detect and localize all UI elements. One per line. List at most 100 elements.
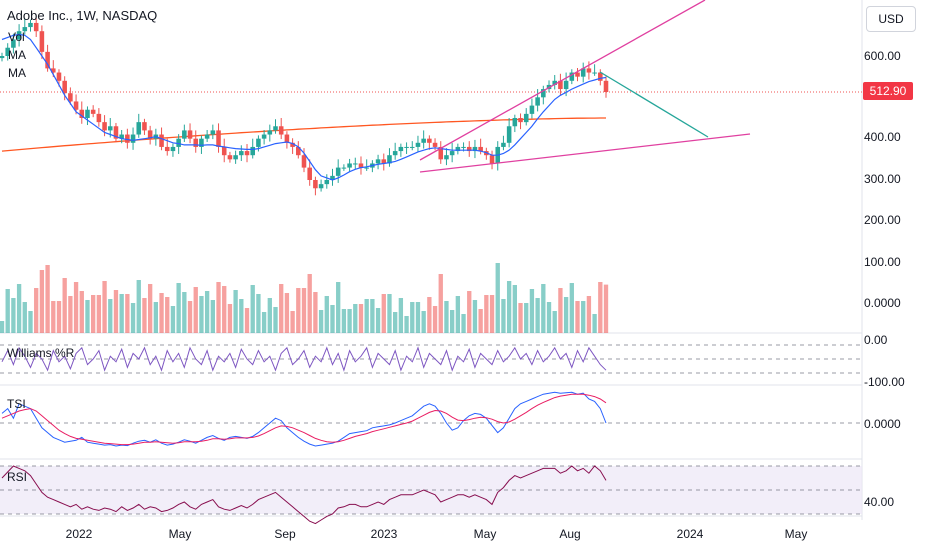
volume-bar [153, 302, 159, 333]
candle-body [563, 80, 569, 90]
candle-body [56, 72, 62, 81]
candle-body [39, 31, 45, 52]
indicator-vol-label[interactable]: Vol [8, 30, 25, 44]
volume-bar [256, 294, 261, 333]
volume-bar [484, 295, 489, 333]
candle-body [187, 130, 193, 139]
time-axis-tick: 2023 [370, 527, 398, 541]
candle-body [176, 138, 181, 147]
volume-bar [244, 308, 250, 333]
volume-bar [512, 285, 517, 333]
candle-body [250, 146, 255, 156]
candle-body [284, 134, 290, 143]
candle-body [68, 93, 73, 102]
volume-bar [222, 286, 227, 333]
volume-bar [73, 282, 79, 333]
volume-bar [370, 299, 375, 333]
volume-bar [45, 265, 50, 333]
volume-bar [91, 295, 96, 333]
candle-body [261, 134, 267, 139]
candle-body [233, 155, 238, 160]
time-axis-tick: 2024 [676, 527, 704, 541]
volume-bar [524, 303, 529, 333]
candle-body [244, 151, 250, 156]
volume-bar [569, 283, 574, 333]
time-axis-tick: 2022 [65, 527, 93, 541]
volume-bar [62, 278, 67, 333]
volume-bar [535, 298, 540, 333]
candle-body [598, 72, 603, 81]
time-axis-tick: May [473, 527, 497, 541]
tsi-pane-label[interactable]: TSI [7, 397, 26, 411]
candle-body [142, 122, 147, 131]
candle-body [586, 68, 592, 73]
candle-body [455, 146, 461, 152]
candle-body [301, 155, 307, 168]
volume-bar [324, 296, 329, 333]
volume-bar [427, 297, 432, 333]
candle-body [16, 31, 22, 40]
candle-body [529, 105, 535, 114]
volume-bar [506, 281, 512, 333]
volume-bar [165, 297, 170, 333]
volume-bar [51, 301, 56, 333]
candle-body [512, 118, 518, 127]
volume-bar [318, 310, 324, 333]
candle-body [113, 126, 119, 139]
candle-body [267, 130, 273, 135]
candle-body [256, 138, 261, 147]
time-axis-tick: May [784, 527, 808, 541]
volume-bar [199, 296, 204, 333]
candle-body [28, 22, 33, 28]
candle-body [575, 72, 580, 77]
price-axis-tick: 100.00 [864, 255, 901, 269]
volume-bar [387, 294, 392, 333]
candle-body [193, 138, 199, 147]
volume-bar [108, 299, 113, 333]
candle-body [569, 72, 575, 81]
candle-body [159, 134, 164, 147]
candle-body [358, 163, 364, 168]
volume-bar [472, 300, 478, 333]
candle-body [130, 134, 136, 143]
volume-bar [432, 306, 438, 333]
candle-body [136, 122, 142, 135]
candle-body [364, 167, 369, 169]
volume-bar [250, 285, 255, 333]
volume-bar [0, 321, 5, 333]
symbol-title[interactable]: Adobe Inc., 1W, NASDAQ [7, 8, 158, 23]
candle-body [444, 155, 449, 160]
tsi-line [1, 391, 607, 447]
volume-bar [119, 294, 124, 333]
candle-body [449, 151, 455, 156]
volume-bar [125, 294, 130, 333]
volume-bar [404, 316, 409, 333]
williams-pane-label[interactable]: Williams %R [7, 346, 75, 360]
volume-bar [39, 270, 45, 333]
volume-bar [22, 302, 27, 333]
candle-body [541, 89, 546, 98]
ma-slow-line [1, 117, 606, 152]
volume-bar [364, 299, 369, 333]
volume-bar [353, 304, 358, 333]
price-axis-tick: 0.0000 [864, 296, 901, 310]
indicator-ma-label[interactable]: MA [8, 66, 26, 80]
volume-bar [598, 282, 603, 333]
candle-body [558, 80, 563, 90]
candle-body [466, 146, 472, 152]
candle-body [33, 22, 39, 32]
candle-body [216, 130, 221, 147]
volume-bar [136, 280, 141, 333]
candle-body [518, 118, 523, 123]
candle-body [313, 180, 318, 189]
volume-bar [489, 295, 495, 333]
rsi-pane-label[interactable]: RSI [7, 470, 28, 484]
indicator-ma-label[interactable]: MA [8, 48, 26, 62]
currency-selector[interactable]: USD [866, 6, 916, 32]
volume-bar [290, 311, 295, 333]
volume-bar [187, 301, 193, 333]
candle-body [102, 122, 107, 131]
candle-body [341, 167, 347, 169]
candle-body [62, 80, 67, 94]
